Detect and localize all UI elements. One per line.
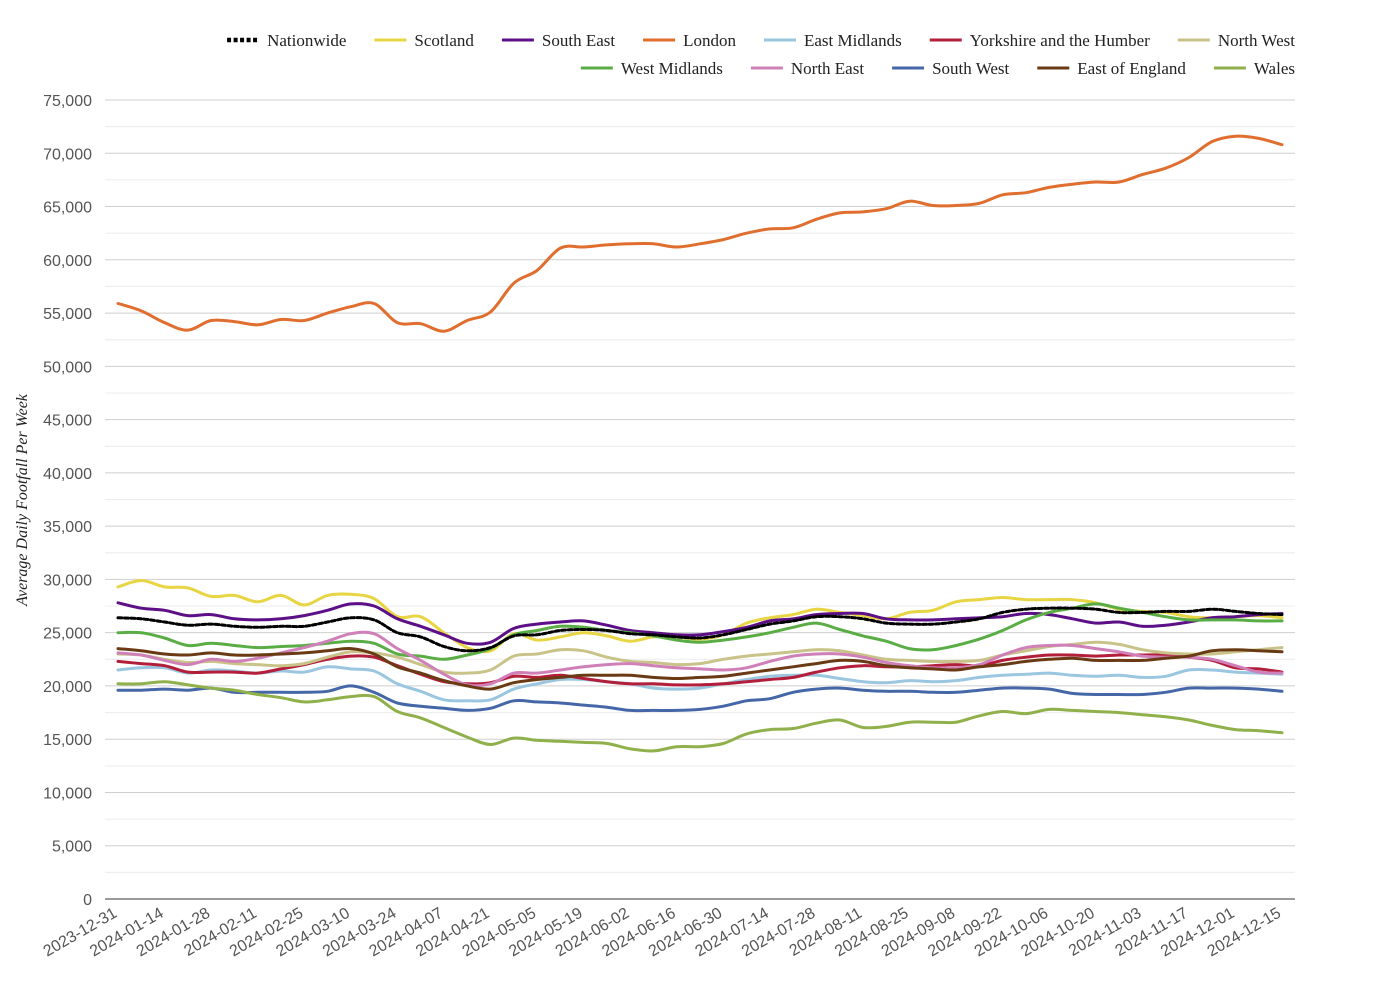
y-tick-label: 75,000 <box>43 93 92 110</box>
y-tick-label: 65,000 <box>43 200 92 217</box>
y-tick-label: 50,000 <box>43 359 92 376</box>
series-line-nationwide <box>116 606 1284 653</box>
y-tick-label: 35,000 <box>43 519 92 536</box>
y-tick-label: 30,000 <box>43 572 92 589</box>
legend-label-london: London <box>683 31 736 50</box>
y-tick-label: 55,000 <box>43 306 92 323</box>
legend: Nationwide Scotland South East London East M… <box>227 31 1295 78</box>
y-tick-label: 15,000 <box>43 732 92 749</box>
grid <box>105 99 1295 900</box>
legend-label-south-east: South East <box>542 31 615 50</box>
legend-label-east-midlands: East Midlands <box>804 31 902 50</box>
legend-label-south-west: South West <box>932 59 1009 78</box>
series-lines <box>116 134 1284 753</box>
legend-label-nationwide: Nationwide <box>267 31 346 50</box>
series-line-south-west <box>116 684 1284 713</box>
legend-label-scotland: Scotland <box>414 31 474 50</box>
y-tick-label: 40,000 <box>43 466 92 483</box>
y-axis-ticks: 0 5,000 10,000 15,000 20,000 25,000 30,000 35,0… <box>43 93 92 909</box>
legend-label-yorkshire-and-the-humber: Yorkshire and the Humber <box>970 31 1150 50</box>
y-axis-label: Average Daily Footfall Per Week <box>14 393 31 607</box>
x-axis-ticks: 2023-12-312024-01-142024-01-282024-02-11… <box>41 905 1284 961</box>
legend-label-wales: Wales <box>1254 59 1295 78</box>
y-tick-label: 60,000 <box>43 253 92 270</box>
series-line-east-midlands <box>116 665 1284 703</box>
series-line-south-east <box>116 601 1284 646</box>
legend-label-west-midlands: West Midlands <box>621 59 723 78</box>
legend-label-north-east: North East <box>791 59 864 78</box>
y-tick-label: 45,000 <box>43 413 92 430</box>
y-tick-label: 5,000 <box>52 839 92 856</box>
y-tick-label: 25,000 <box>43 626 92 643</box>
series-line-north-east <box>116 630 1284 688</box>
legend-label-north-west: North West <box>1218 31 1295 50</box>
y-tick-label: 10,000 <box>43 785 92 802</box>
y-tick-label: 70,000 <box>43 146 92 163</box>
series-line-north-west <box>116 640 1284 675</box>
y-tick-label: 0 <box>83 892 92 909</box>
series-line-east-of-england <box>116 647 1284 691</box>
series-line-wales <box>116 680 1284 753</box>
series-line-london <box>116 134 1284 333</box>
legend-label-east-of-england: East of England <box>1077 59 1186 78</box>
y-tick-label: 20,000 <box>43 679 92 696</box>
